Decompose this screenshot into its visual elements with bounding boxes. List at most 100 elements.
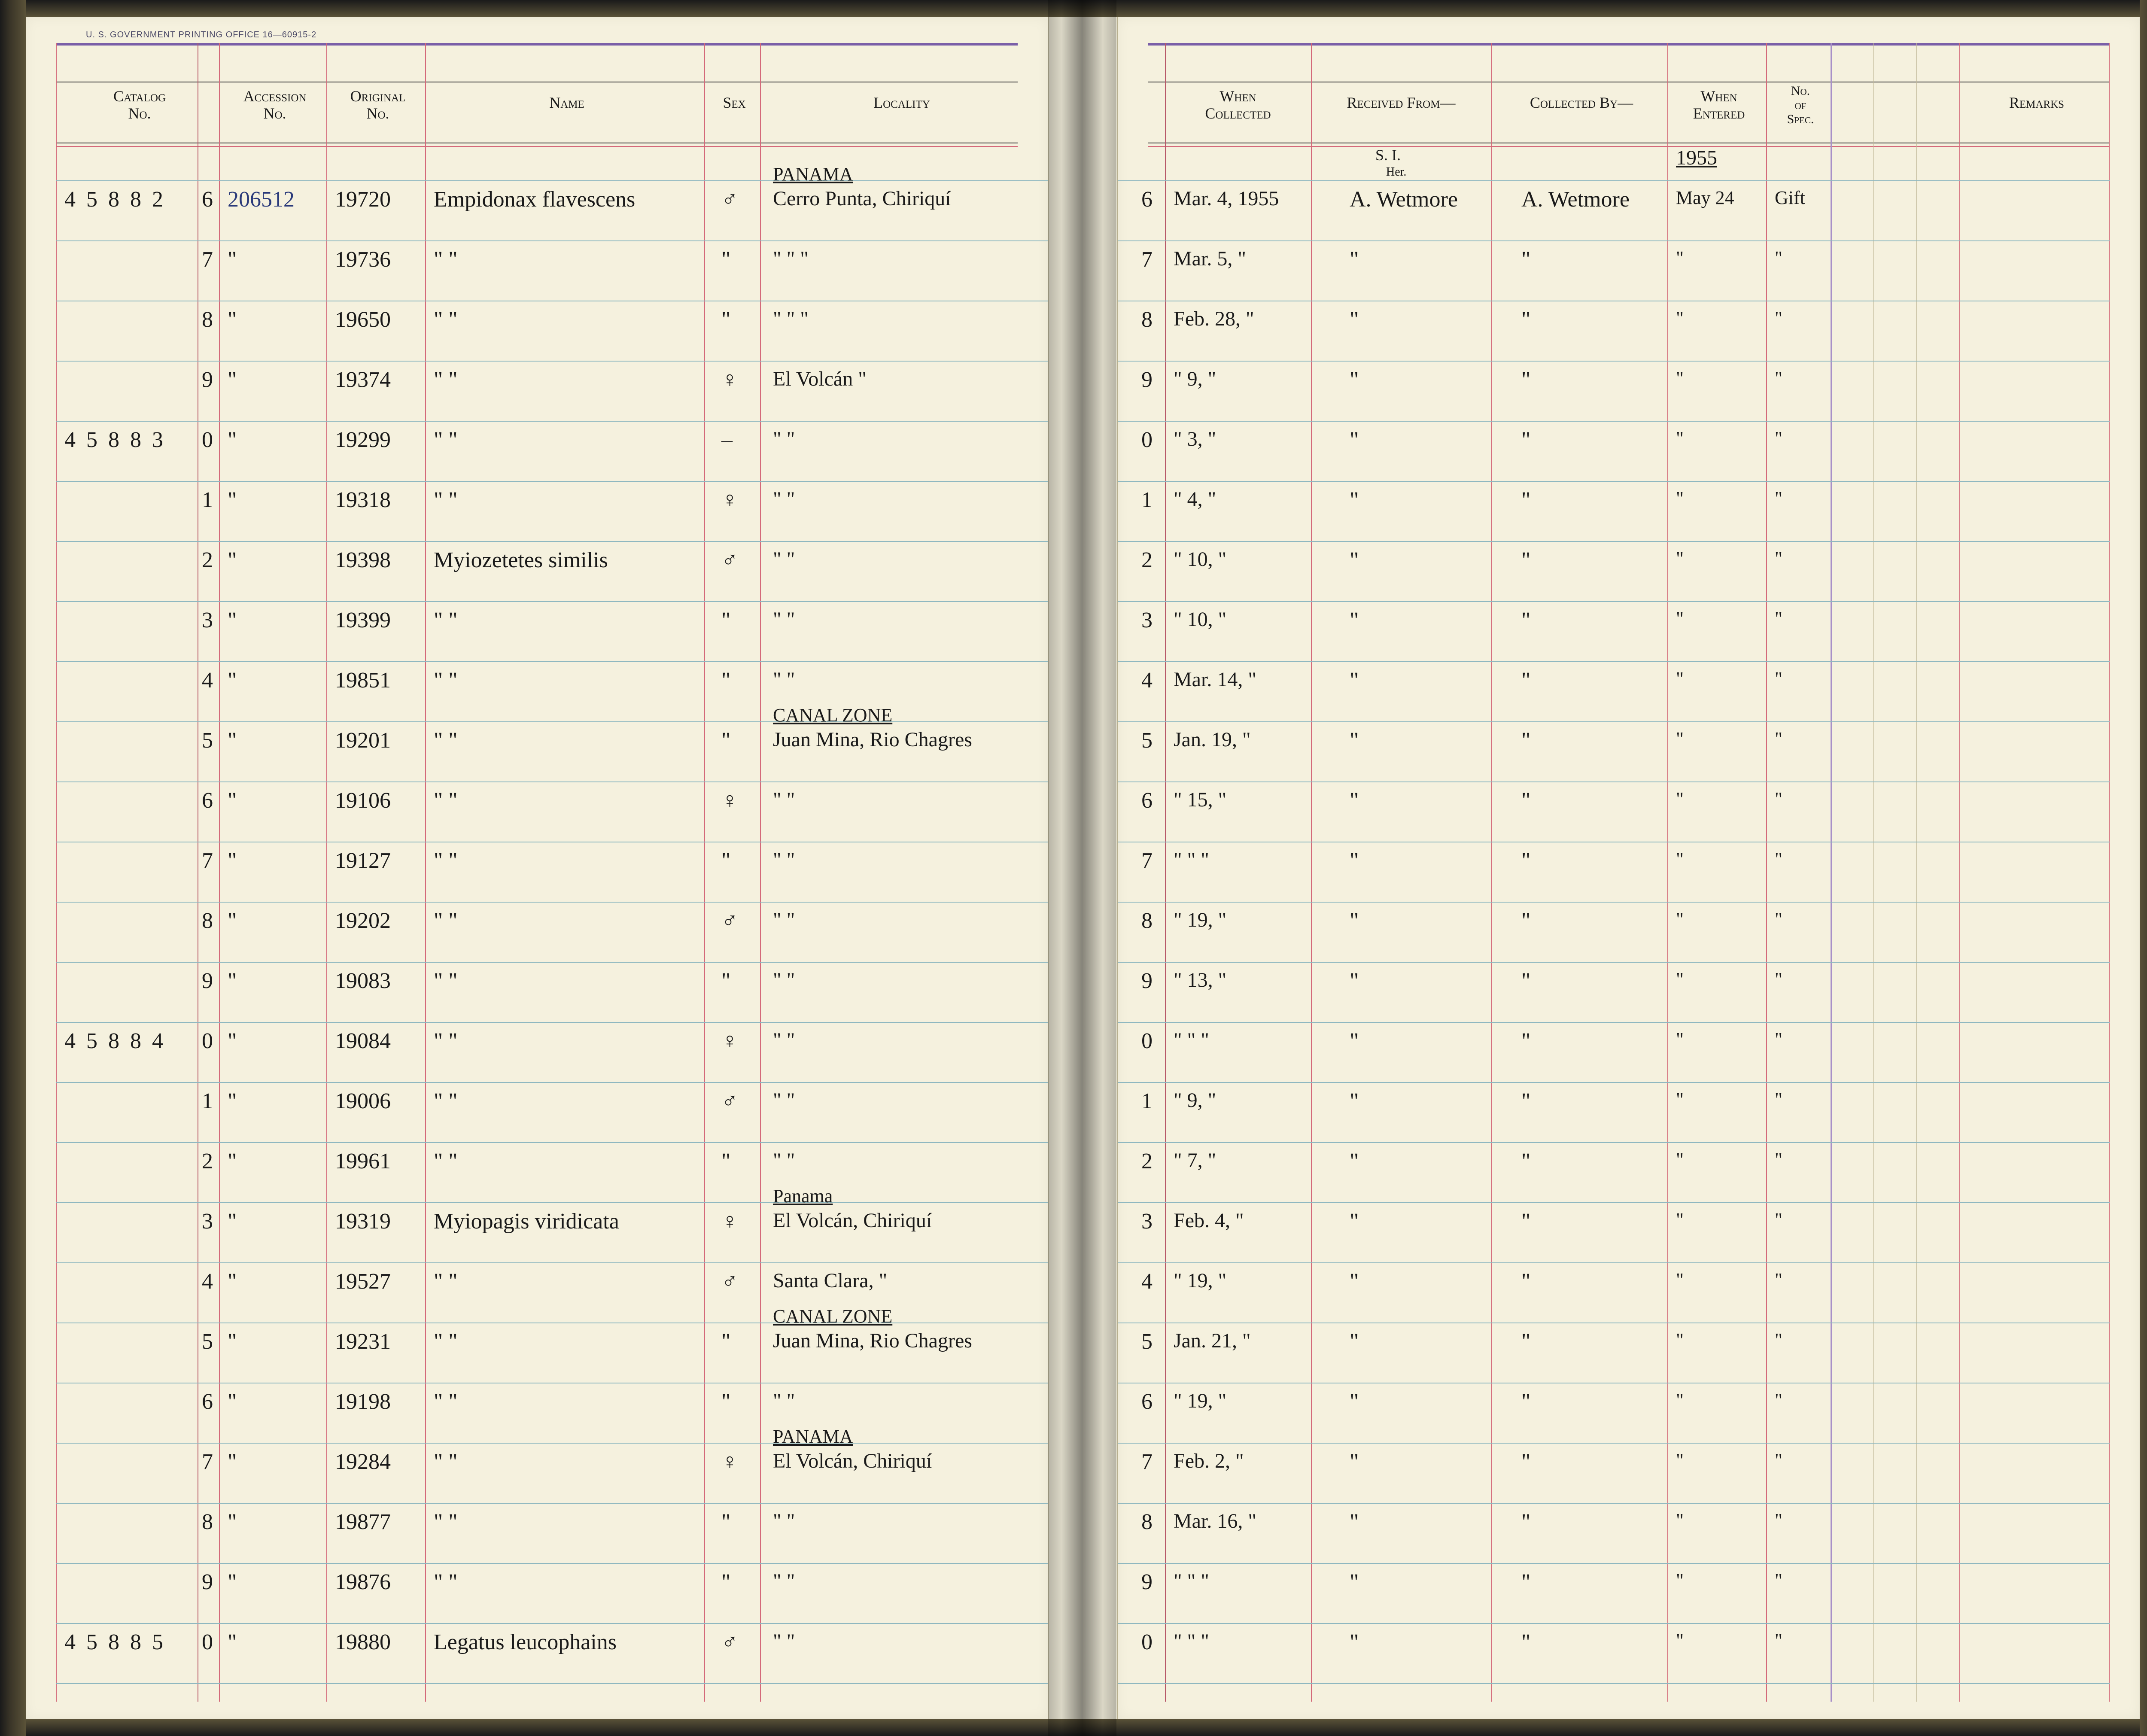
locality: " " [773,1088,795,1112]
specimen-name: " " [434,307,457,332]
catalog-idx: 0 [202,1630,213,1655]
no-of-spec: " [1775,487,1782,509]
row-idx: 1 [1141,1088,1153,1114]
colhead-accession: Accession No. [223,88,326,122]
received-from: " [1350,487,1359,513]
original-no: 19650 [335,307,391,332]
no-of-spec: " [1775,908,1782,930]
when-entered: " [1676,1149,1684,1171]
when-collected: " 19, " [1174,908,1226,932]
sex: ♂ [721,908,738,933]
locality-header: CANAL ZONE [773,704,892,726]
original-no: 19527 [335,1269,391,1294]
accession-no: " [228,608,237,633]
received-from: " [1350,968,1359,994]
catalog-idx: 8 [202,307,213,332]
colhead-locality: Locality [764,94,1039,112]
no-of-spec: " [1775,307,1782,329]
locality: " " [773,1509,795,1533]
accession-no: " [228,247,237,272]
sex: " [721,968,730,994]
locality-header: PANAMA [773,1426,853,1447]
collected-by: " [1521,427,1530,453]
when-entered: " [1676,307,1684,329]
accession-no: " [228,427,237,453]
row-idx: 6 [1141,187,1153,212]
no-of-spec: " [1775,728,1782,750]
received-from: " [1350,1028,1359,1054]
sex: " [721,1329,730,1354]
original-no: 19877 [335,1509,391,1535]
collected-by: " [1521,1329,1530,1354]
when-entered: " [1676,547,1684,569]
catalog-idx: 5 [202,1329,213,1354]
accession-no: " [228,788,237,813]
when-entered: " [1676,367,1684,389]
specimen-name: " " [434,487,457,513]
received-from: " [1350,608,1359,633]
received-from: " [1350,728,1359,753]
sex: " [721,728,730,753]
original-no: 19202 [335,908,391,933]
no-of-spec: " [1775,788,1782,810]
original-no: 19198 [335,1389,391,1414]
when-collected: Mar. 5, " [1174,247,1246,271]
when-collected: " 9, " [1174,367,1216,391]
no-of-spec: " [1775,608,1782,629]
book-gutter [1048,0,1116,1736]
specimen-name: " " [434,1449,457,1475]
collected-by: " [1521,1088,1530,1114]
catalog-idx: 0 [202,427,213,453]
received-from: A. Wetmore [1350,187,1458,212]
when-entered: " [1676,1028,1684,1050]
specimen-name: " " [434,1269,457,1294]
row-idx: 7 [1141,1449,1153,1475]
when-entered: " [1676,1569,1684,1591]
original-no: 19398 [335,547,391,573]
specimen-name: " " [434,1088,457,1114]
locality: " " [773,547,795,571]
catalog-idx: 1 [202,487,213,513]
sex: – [721,427,733,453]
catalog-idx: 3 [202,1209,213,1234]
locality: " " " [773,247,809,271]
original-no: 19299 [335,427,391,453]
book-edge-left [0,0,26,1736]
collected-by: " [1521,1569,1530,1595]
accession-no: " [228,1329,237,1354]
catalog-idx: 8 [202,1509,213,1535]
collected-by: " [1521,968,1530,994]
when-collected: Mar. 16, " [1174,1509,1256,1533]
row-lines [1118,155,2110,1702]
catalog-idx: 0 [202,1028,213,1054]
specimen-name: " " [434,1149,457,1174]
accession-no: " [228,668,237,693]
colhead-name: Name [429,94,704,112]
received-from: " [1350,1088,1359,1114]
collected-by: " [1521,1630,1530,1655]
received-from: " [1350,367,1359,392]
catalog-idx: 2 [202,1149,213,1174]
accession-no: " [228,1209,237,1234]
no-of-spec: " [1775,668,1782,690]
ledger-book: U. S. GOVERNMENT PRINTING OFFICE 16—6091… [0,0,2147,1736]
when-entered: " [1676,427,1684,449]
row-idx: 5 [1141,1329,1153,1354]
locality: Cerro Punta, Chiriquí [773,187,951,210]
locality: " " [773,487,795,511]
specimen-name: " " [434,608,457,633]
original-no: 19736 [335,247,391,272]
when-entered: " [1676,1389,1684,1411]
collected-by: " [1521,1449,1530,1475]
when-collected: " 3, " [1174,427,1216,451]
accession-no: " [228,547,237,573]
when-collected: Mar. 4, 1955 [1174,187,1279,210]
collected-by: " [1521,247,1530,272]
row-idx: 8 [1141,1509,1153,1535]
locality: Santa Clara, " [773,1269,887,1292]
colhead-sex: Sex [709,94,760,112]
when-collected: " " " [1174,1630,1209,1653]
catalog-idx: 7 [202,1449,213,1475]
when-entered: " [1676,608,1684,629]
original-no: 19231 [335,1329,391,1354]
